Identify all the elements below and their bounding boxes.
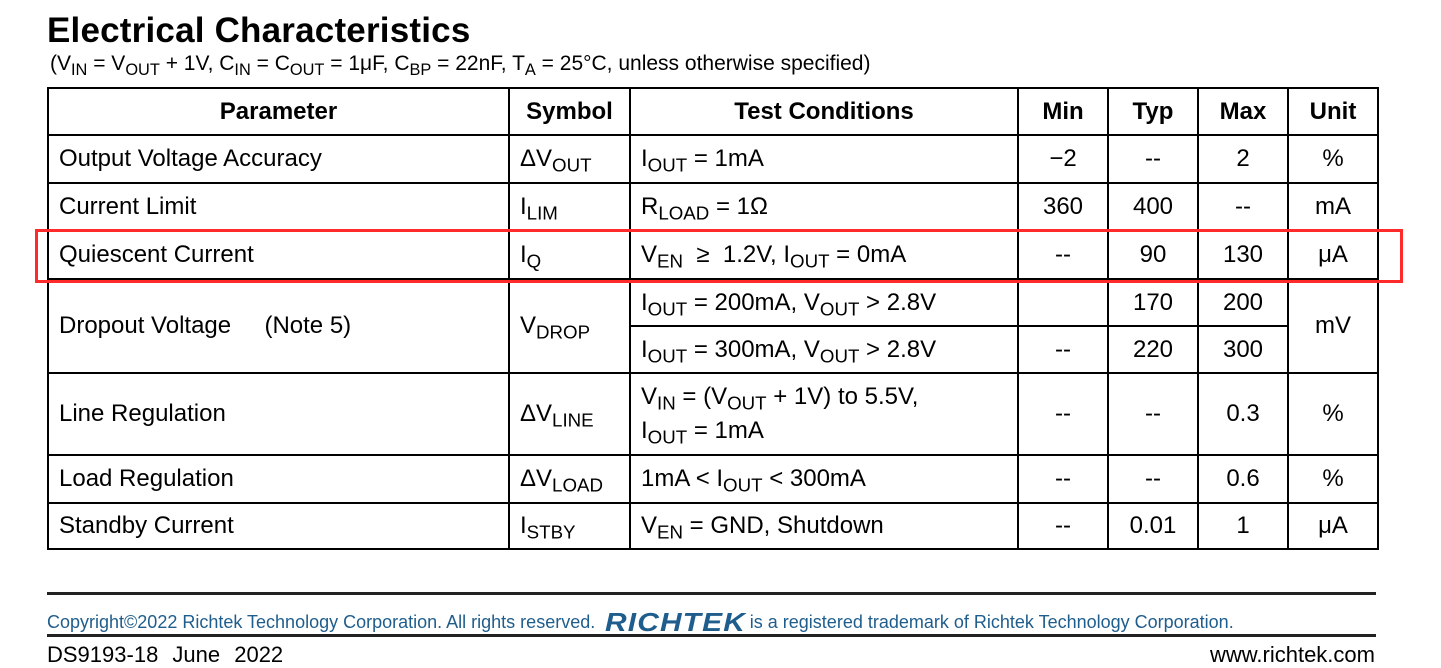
test-conditions-note: (VIN = VOUT + 1V, CIN = COUT = 1μF, CBP … <box>50 52 871 79</box>
typ-cell: 400 <box>1107 182 1199 232</box>
unit-cell: % <box>1287 372 1379 456</box>
min-cell: -- <box>1017 230 1109 280</box>
table-row: IOUT = 300mA, VOUT > 2.8V -- 220 300 <box>48 325 1378 374</box>
header-symbol: Symbol <box>508 87 631 136</box>
footer-divider-top <box>47 592 1376 595</box>
parameter-cell: Quiescent Current <box>47 230 510 280</box>
min-cell: -- <box>1017 372 1109 456</box>
website-link[interactable]: www.richtek.com <box>1209 642 1375 667</box>
min-cell: 360 <box>1017 182 1109 232</box>
symbol-cell: ILIM <box>508 182 631 232</box>
header-min: Min <box>1017 87 1109 136</box>
note-reference: (Note 5) <box>264 312 352 339</box>
richtek-logo: RICHTEK <box>605 607 747 637</box>
max-cell: -- <box>1197 182 1289 232</box>
max-cell: 0.6 <box>1197 454 1289 504</box>
symbol-cell: ΔVLINE <box>508 372 631 456</box>
min-cell: -- <box>1017 502 1109 550</box>
header-parameter: Parameter <box>47 87 510 136</box>
parameter-cell: Current Limit <box>47 182 510 232</box>
unit-cell: μA <box>1287 230 1379 280</box>
table-header-row: Parameter Symbol Test Conditions Min Typ… <box>47 87 1379 136</box>
symbol-cell: VDROP <box>508 278 631 374</box>
unit-cell: μA <box>1287 502 1379 550</box>
typ-cell: -- <box>1107 134 1199 184</box>
table-row: Current Limit ILIM RLOAD = 1Ω 360 400 --… <box>47 182 1379 232</box>
table-row: Dropout Voltage (Note 5) VDROP IOUT = 20… <box>47 278 1379 374</box>
table-row: Line Regulation ΔVLINE VIN = (VOUT + 1V)… <box>47 372 1379 456</box>
electrical-characteristics-table: Parameter Symbol Test Conditions Min Typ… <box>47 87 1379 550</box>
typ-cell: 220 <box>1107 325 1199 374</box>
typ-cell: -- <box>1107 454 1199 504</box>
max-cell: 1 <box>1197 502 1289 550</box>
condition-cell: IOUT = 1mA <box>629 134 1019 184</box>
condition-cell: VEN = GND, Shutdown <box>629 502 1019 550</box>
max-cell: 0.3 <box>1197 372 1289 456</box>
unit-cell: mV <box>1287 278 1379 374</box>
condition-cell: VIN = (VOUT + 1V) to 5.5V, IOUT = 1mA <box>629 372 1019 456</box>
max-cell: 130 <box>1197 230 1289 280</box>
typ-cell: 170 <box>1107 278 1199 327</box>
typ-cell: -- <box>1107 372 1199 456</box>
header-unit: Unit <box>1287 87 1379 136</box>
parameter-cell: Line Regulation <box>47 372 510 456</box>
max-cell: 300 <box>1197 325 1289 374</box>
min-cell: -- <box>1017 325 1109 374</box>
table-row: Standby Current ISTBY VEN = GND, Shutdow… <box>47 502 1379 550</box>
typ-cell: 0.01 <box>1107 502 1199 550</box>
min-cell <box>1017 278 1109 327</box>
max-cell: 2 <box>1197 134 1289 184</box>
condition-cell: VEN ≥ 1.2V, IOUT = 0mA <box>629 230 1019 280</box>
min-cell: −2 <box>1017 134 1109 184</box>
table-row: Load Regulation ΔVLOAD 1mA < IOUT < 300m… <box>47 454 1379 504</box>
symbol-cell: IQ <box>508 230 631 280</box>
footer-divider-bottom <box>47 634 1376 637</box>
parameter-cell: Output Voltage Accuracy <box>47 134 510 184</box>
symbol-cell: ISTBY <box>508 502 631 550</box>
header-typ: Typ <box>1107 87 1199 136</box>
unit-cell: % <box>1287 134 1379 184</box>
footer-copyright: Copyright©2022 Richtek Technology Corpor… <box>47 607 1234 637</box>
parameter-cell: Load Regulation <box>47 454 510 504</box>
condition-cell: 1mA < IOUT < 300mA <box>629 454 1019 504</box>
condition-cell: IOUT = 200mA, VOUT > 2.8V <box>629 278 1019 327</box>
parameter-cell: Dropout Voltage (Note 5) <box>47 278 510 374</box>
header-test-conditions: Test Conditions <box>629 87 1019 136</box>
typ-cell: 90 <box>1107 230 1199 280</box>
unit-cell: mA <box>1287 182 1379 232</box>
section-title: Electrical Characteristics <box>47 11 471 50</box>
symbol-cell: ΔVOUT <box>508 134 631 184</box>
condition-cell: IOUT = 300mA, VOUT > 2.8V <box>629 325 1019 374</box>
symbol-cell: ΔVLOAD <box>508 454 631 504</box>
min-cell: -- <box>1017 454 1109 504</box>
unit-cell: % <box>1287 454 1379 504</box>
parameter-cell: Standby Current <box>47 502 510 550</box>
header-max: Max <box>1197 87 1289 136</box>
table-row: Output Voltage Accuracy ΔVOUT IOUT = 1mA… <box>47 134 1379 184</box>
condition-cell: RLOAD = 1Ω <box>629 182 1019 232</box>
table-row-quiescent-current: Quiescent Current IQ VEN ≥ 1.2V, IOUT = … <box>47 230 1379 280</box>
document-id: DS9193-18 June 2022 <box>47 642 284 667</box>
max-cell: 200 <box>1197 278 1289 327</box>
